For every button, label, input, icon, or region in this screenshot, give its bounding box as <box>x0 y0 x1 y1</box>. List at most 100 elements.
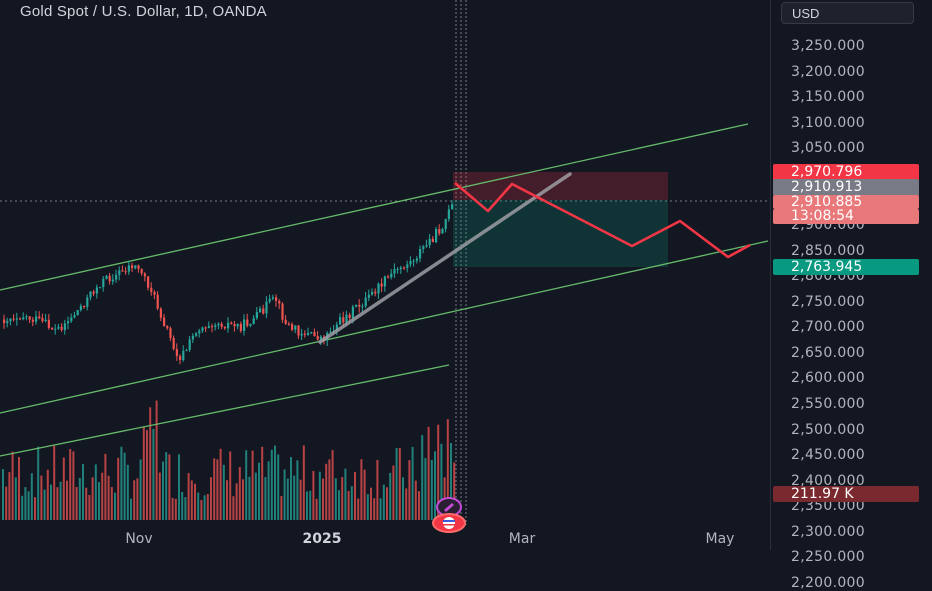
candle-body <box>345 314 348 323</box>
price-scale[interactable]: USD 3,250.000 3,200.000 3,150.000 3,100.000… <box>770 0 932 591</box>
candle-body <box>201 327 204 331</box>
volume-bar <box>302 445 305 520</box>
candle-body <box>38 316 41 319</box>
volume-bar <box>197 492 200 520</box>
candle-body <box>51 327 54 330</box>
candle-body <box>441 229 444 234</box>
volume-bar <box>78 477 81 520</box>
volume-bar <box>165 452 168 520</box>
time-label-may: May <box>705 531 735 547</box>
candle-body <box>275 297 278 301</box>
volume-bar <box>411 446 414 520</box>
volume-bar <box>101 472 104 520</box>
volume-bar <box>21 495 24 520</box>
candle-body <box>73 315 76 318</box>
price-tick: 2,200.000 <box>791 574 865 591</box>
candle-body <box>195 333 198 336</box>
candle-body <box>262 308 265 314</box>
volume-bar <box>24 487 27 520</box>
price-chart-canvas[interactable] <box>0 0 770 550</box>
candle-body <box>246 319 249 326</box>
candle-body <box>159 308 162 318</box>
volume-bar <box>190 480 193 520</box>
volume-bar <box>85 487 88 520</box>
volume-bar <box>158 472 161 520</box>
volume-bar <box>270 449 273 520</box>
candle-body <box>319 336 322 340</box>
volume-bar <box>142 427 145 520</box>
candle-body <box>175 349 178 357</box>
candle-body <box>383 276 386 287</box>
volume-bar <box>216 459 219 520</box>
candle-body <box>255 312 258 319</box>
candle-body <box>348 314 351 318</box>
candle-body <box>86 297 89 307</box>
volume-bar <box>98 482 100 520</box>
volume-bar <box>30 473 33 520</box>
candle-body <box>403 267 406 269</box>
candle-body <box>118 270 121 275</box>
price-tick: 2,750.000 <box>791 293 865 310</box>
volume-bar <box>53 445 56 520</box>
candle-body <box>329 331 332 333</box>
volume-bar <box>366 494 369 520</box>
volume-bar <box>293 475 296 520</box>
volume-bar <box>133 480 136 520</box>
volume-bar <box>219 448 222 520</box>
price-tick: 2,450.000 <box>791 447 865 464</box>
volume-bar <box>408 460 411 520</box>
candle-body <box>54 328 57 330</box>
price-tick: 2,350.000 <box>791 498 865 515</box>
candle-body <box>419 249 422 259</box>
forecast-path <box>454 182 751 259</box>
candle-body <box>444 219 447 229</box>
candle-body <box>124 271 127 273</box>
candle-body <box>287 323 290 325</box>
volume-bar <box>72 451 75 520</box>
candle-body <box>166 326 169 329</box>
candle-body <box>79 305 82 310</box>
volume-bar <box>40 475 43 520</box>
candle-body <box>191 335 194 340</box>
volume-bar <box>264 477 267 520</box>
volume-bar <box>136 478 139 520</box>
volume-bar <box>8 472 11 520</box>
candle-body <box>217 323 220 326</box>
candle-body <box>227 322 230 329</box>
volume-bar <box>318 471 321 520</box>
chart-pane[interactable]: Gold Spot / U.S. Dollar, 1D, OANDA Nov 2… <box>0 0 770 550</box>
volume-bar <box>418 491 420 520</box>
volume-bar <box>222 464 225 520</box>
symbol-title[interactable]: Gold Spot / U.S. Dollar, 1D, OANDA <box>20 3 267 20</box>
volume-bar <box>267 461 270 520</box>
volume-bar <box>344 468 347 520</box>
volume-bar <box>107 475 110 520</box>
candle-body <box>163 317 166 327</box>
price-tick: 3,050.000 <box>791 140 865 157</box>
candle-body <box>22 317 25 320</box>
us-flag-event-icon[interactable] <box>432 513 466 533</box>
candle-body <box>438 229 441 234</box>
volume-bar <box>389 472 392 520</box>
volume-bar <box>376 459 379 520</box>
volume-bar <box>120 446 123 520</box>
candle-body <box>95 287 98 294</box>
volume-bar <box>427 426 430 520</box>
candle-body <box>9 318 12 322</box>
candle-body <box>25 316 28 318</box>
currency-selector[interactable]: USD <box>781 2 914 24</box>
candle-body <box>377 283 380 294</box>
candle-body <box>156 294 159 309</box>
volume-bar <box>440 443 443 520</box>
volume-bar <box>69 449 72 520</box>
candle-body <box>361 306 364 308</box>
candle-body <box>12 318 15 320</box>
volume-bar <box>206 494 209 520</box>
candle-body <box>335 324 338 331</box>
volume-bar <box>200 500 203 520</box>
candle-body <box>99 287 102 289</box>
pencil-event-icon[interactable] <box>436 497 462 517</box>
candle-body <box>316 336 319 340</box>
volume-bar <box>75 487 78 520</box>
price-tick: 2,650.000 <box>791 344 865 361</box>
